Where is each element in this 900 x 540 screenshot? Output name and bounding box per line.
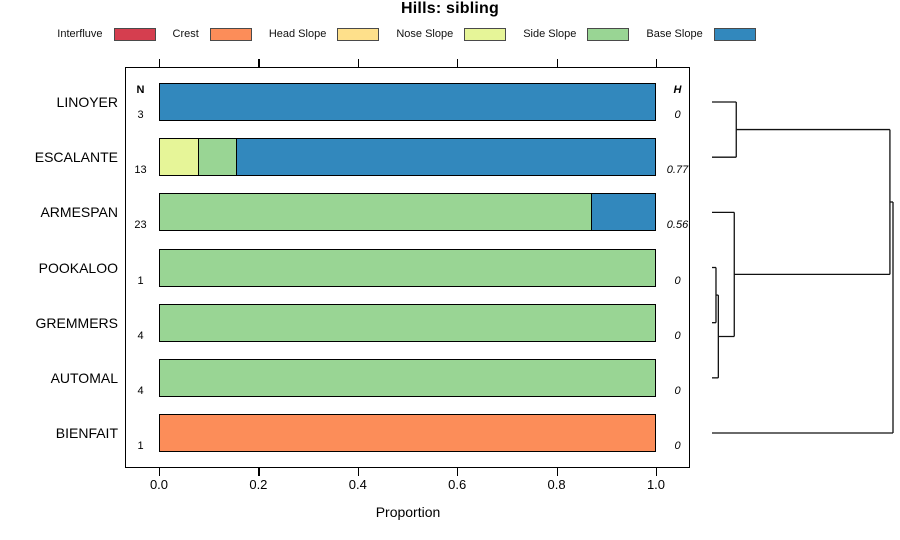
bar-segment	[160, 249, 655, 286]
legend-item: Nose Slope	[396, 27, 507, 41]
h-column-header: H	[673, 84, 682, 96]
bar-segment	[160, 304, 655, 341]
n-value: 23	[134, 219, 147, 232]
h-value: 0	[674, 329, 681, 342]
legend-item: Crest	[172, 27, 252, 41]
stacked-bar	[159, 248, 656, 287]
x-axis-tick-top	[258, 59, 260, 67]
n-value: 13	[134, 164, 147, 177]
n-column-header: N	[136, 84, 145, 96]
legend-swatch	[209, 27, 252, 41]
h-value: 0.77	[666, 164, 689, 177]
row-label: ESCALANTE	[34, 149, 118, 166]
stacked-bar	[159, 358, 656, 397]
n-value: 1	[137, 274, 144, 287]
n-value: 1	[137, 440, 144, 453]
x-axis-tick-top	[656, 59, 658, 67]
legend-item-label: Crest	[172, 28, 199, 40]
plot-frame	[125, 67, 690, 468]
h-value: 0	[674, 440, 681, 453]
h-value: 0.56	[666, 219, 689, 232]
x-axis-title: Proportion	[375, 504, 441, 520]
stacked-bar	[159, 414, 656, 453]
legend-item-label: Nose Slope	[396, 28, 454, 40]
bar-segment	[160, 415, 655, 452]
bar-segment	[590, 194, 655, 231]
row-label: AUTOMAL	[50, 369, 118, 386]
bar-segment	[160, 84, 655, 120]
row-label: ARMESPAN	[40, 204, 118, 221]
x-axis-tick-top	[357, 59, 359, 67]
legend-swatch	[713, 27, 756, 41]
h-value: 0	[674, 274, 681, 287]
x-axis-tick-bottom	[656, 468, 658, 476]
legend-item-label: Head Slope	[268, 28, 327, 40]
h-value: 0	[674, 384, 681, 397]
x-axis-tick-bottom	[556, 468, 558, 476]
legend-swatch	[464, 27, 507, 41]
bar-segment	[198, 139, 237, 176]
x-tick-label: 0.4	[348, 477, 367, 492]
bar-segment	[160, 194, 591, 231]
x-tick-label: 0.2	[249, 477, 268, 492]
row-label: LINOYER	[56, 94, 118, 110]
stacked-bar	[159, 138, 656, 177]
legend-item: Interfluve	[57, 27, 156, 41]
legend-item-label: Base Slope	[646, 28, 703, 40]
legend-item: Head Slope	[268, 27, 380, 41]
x-axis-tick-top	[159, 59, 161, 67]
n-value: 4	[137, 384, 144, 397]
x-axis-tick-bottom	[357, 468, 359, 476]
stacked-bar	[159, 83, 656, 121]
legend-item: Side Slope	[523, 27, 630, 41]
x-tick-label: 0.8	[547, 477, 566, 492]
x-axis-tick-top	[457, 59, 459, 67]
legend-swatch	[587, 27, 630, 41]
x-axis-tick-bottom	[457, 468, 459, 476]
bar-segment	[160, 359, 655, 396]
x-tick-label: 1.0	[646, 477, 666, 492]
stacked-bar	[159, 193, 656, 232]
legend-item-label: Interfluve	[57, 28, 103, 40]
row-label: BIENFAIT	[55, 425, 118, 442]
legend-item-label: Side Slope	[523, 28, 577, 40]
n-value: 3	[137, 109, 144, 121]
x-tick-label: 0.0	[149, 477, 169, 492]
row-label: POOKALOO	[38, 259, 118, 276]
legend-swatch	[337, 27, 380, 41]
x-axis-tick-bottom	[258, 468, 260, 476]
stacked-bar	[159, 303, 656, 342]
x-axis-tick-top	[556, 59, 558, 67]
n-value: 4	[137, 329, 144, 342]
x-tick-label: 0.6	[448, 477, 467, 492]
h-value: 0	[674, 109, 681, 121]
chart-title: Hills: sibling	[401, 0, 499, 17]
x-axis-tick-bottom	[159, 468, 161, 476]
bar-segment	[160, 139, 199, 176]
legend-item: Base Slope	[646, 27, 756, 41]
row-label: GREMMERS	[35, 314, 118, 331]
bar-segment	[236, 139, 655, 176]
legend: Interfluve Crest Head Slope Nose Slope Side …	[0, 26, 813, 42]
legend-swatch	[113, 27, 156, 41]
